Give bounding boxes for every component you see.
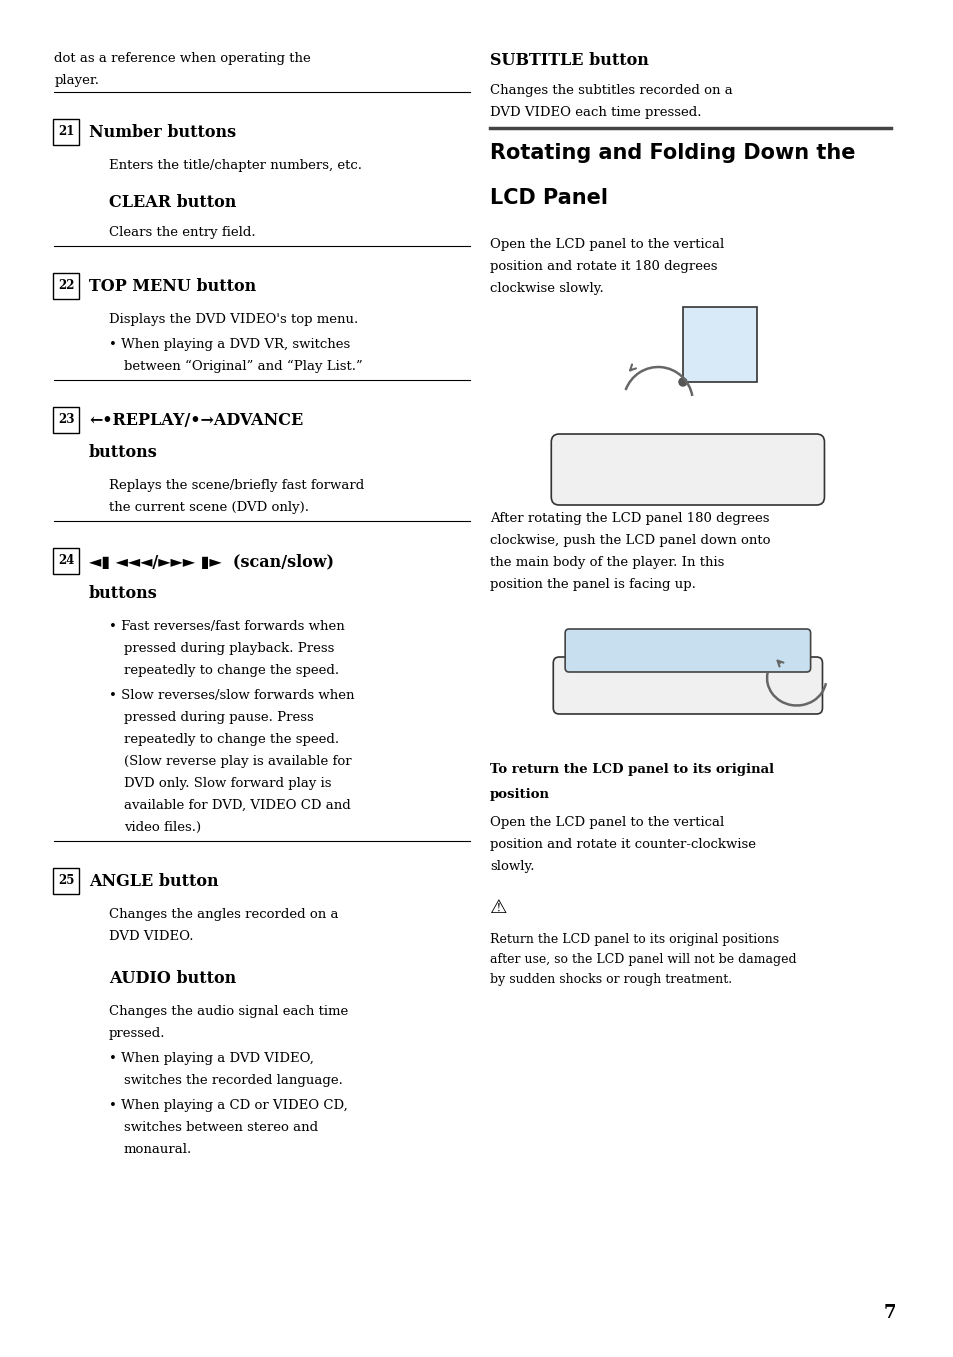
Text: 24: 24 bbox=[58, 555, 74, 567]
Text: buttons: buttons bbox=[89, 585, 157, 603]
Text: DVD VIDEO each time pressed.: DVD VIDEO each time pressed. bbox=[490, 106, 700, 119]
Text: SUBTITLE button: SUBTITLE button bbox=[490, 52, 648, 69]
Polygon shape bbox=[682, 307, 757, 383]
Text: DVD VIDEO.: DVD VIDEO. bbox=[109, 930, 193, 943]
Text: ANGLE button: ANGLE button bbox=[89, 873, 218, 890]
Text: available for DVD, VIDEO CD and: available for DVD, VIDEO CD and bbox=[124, 799, 350, 811]
Text: Clears the entry field.: Clears the entry field. bbox=[109, 227, 255, 239]
Text: • When playing a CD or VIDEO CD,: • When playing a CD or VIDEO CD, bbox=[109, 1099, 347, 1111]
Text: Return the LCD panel to its original positions: Return the LCD panel to its original pos… bbox=[490, 934, 779, 946]
Text: Number buttons: Number buttons bbox=[89, 123, 236, 141]
Text: • Fast reverses/fast forwards when: • Fast reverses/fast forwards when bbox=[109, 620, 344, 632]
Text: Enters the title/chapter numbers, etc.: Enters the title/chapter numbers, etc. bbox=[109, 159, 361, 172]
Text: DVD only. Slow forward play is: DVD only. Slow forward play is bbox=[124, 778, 331, 790]
Text: clockwise slowly.: clockwise slowly. bbox=[490, 282, 603, 294]
Text: • When playing a DVD VR, switches: • When playing a DVD VR, switches bbox=[109, 338, 350, 351]
Text: Open the LCD panel to the vertical: Open the LCD panel to the vertical bbox=[490, 816, 723, 829]
Text: LCD Panel: LCD Panel bbox=[490, 189, 607, 208]
Text: • Slow reverses/slow forwards when: • Slow reverses/slow forwards when bbox=[109, 689, 354, 702]
FancyBboxPatch shape bbox=[53, 407, 79, 433]
Text: ⚠: ⚠ bbox=[490, 898, 507, 917]
Text: slowly.: slowly. bbox=[490, 860, 534, 873]
FancyBboxPatch shape bbox=[53, 119, 79, 145]
Text: repeatedly to change the speed.: repeatedly to change the speed. bbox=[124, 733, 338, 746]
Text: switches between stereo and: switches between stereo and bbox=[124, 1121, 317, 1134]
Text: ◄▮ ◄◄◄/►►► ▮►  (scan/slow): ◄▮ ◄◄◄/►►► ▮► (scan/slow) bbox=[89, 554, 334, 570]
Text: pressed.: pressed. bbox=[109, 1027, 165, 1039]
Text: pressed during playback. Press: pressed during playback. Press bbox=[124, 642, 334, 655]
FancyBboxPatch shape bbox=[564, 630, 810, 672]
Text: Rotating and Folding Down the: Rotating and Folding Down the bbox=[490, 142, 855, 163]
FancyBboxPatch shape bbox=[53, 867, 79, 894]
Text: Displays the DVD VIDEO's top menu.: Displays the DVD VIDEO's top menu. bbox=[109, 313, 357, 326]
Text: pressed during pause. Press: pressed during pause. Press bbox=[124, 711, 314, 725]
Text: AUDIO button: AUDIO button bbox=[109, 970, 236, 987]
FancyBboxPatch shape bbox=[53, 548, 79, 574]
Text: TOP MENU button: TOP MENU button bbox=[89, 278, 256, 294]
Text: position the panel is facing up.: position the panel is facing up. bbox=[490, 578, 695, 592]
Text: 7: 7 bbox=[882, 1304, 895, 1322]
Text: Changes the subtitles recorded on a: Changes the subtitles recorded on a bbox=[490, 84, 732, 96]
Text: Replays the scene/briefly fast forward: Replays the scene/briefly fast forward bbox=[109, 479, 364, 493]
Text: between “Original” and “Play List.”: between “Original” and “Play List.” bbox=[124, 360, 362, 373]
Text: CLEAR button: CLEAR button bbox=[109, 194, 236, 210]
Text: switches the recorded language.: switches the recorded language. bbox=[124, 1073, 342, 1087]
Text: the current scene (DVD only).: the current scene (DVD only). bbox=[109, 501, 309, 514]
Text: 22: 22 bbox=[58, 280, 74, 292]
Text: repeatedly to change the speed.: repeatedly to change the speed. bbox=[124, 664, 338, 677]
Text: Changes the audio signal each time: Changes the audio signal each time bbox=[109, 1006, 348, 1018]
Text: video files.): video files.) bbox=[124, 821, 201, 835]
Text: ←•REPLAY/•→ADVANCE: ←•REPLAY/•→ADVANCE bbox=[89, 413, 303, 429]
Text: 25: 25 bbox=[58, 874, 74, 887]
Text: buttons: buttons bbox=[89, 444, 157, 461]
Text: the main body of the player. In this: the main body of the player. In this bbox=[490, 556, 723, 569]
Circle shape bbox=[679, 379, 686, 385]
Text: position and rotate it counter-clockwise: position and rotate it counter-clockwise bbox=[490, 839, 755, 851]
Text: player.: player. bbox=[54, 75, 99, 87]
Text: (Slow reverse play is available for: (Slow reverse play is available for bbox=[124, 754, 351, 768]
Text: Changes the angles recorded on a: Changes the angles recorded on a bbox=[109, 908, 338, 921]
Text: After rotating the LCD panel 180 degrees: After rotating the LCD panel 180 degrees bbox=[490, 512, 769, 525]
Text: 21: 21 bbox=[58, 125, 74, 138]
Text: clockwise, push the LCD panel down onto: clockwise, push the LCD panel down onto bbox=[490, 535, 770, 547]
Text: position: position bbox=[490, 788, 549, 801]
Text: by sudden shocks or rough treatment.: by sudden shocks or rough treatment. bbox=[490, 973, 731, 987]
FancyBboxPatch shape bbox=[53, 273, 79, 299]
Text: To return the LCD panel to its original: To return the LCD panel to its original bbox=[490, 763, 773, 776]
FancyBboxPatch shape bbox=[553, 657, 821, 714]
Text: • When playing a DVD VIDEO,: • When playing a DVD VIDEO, bbox=[109, 1052, 314, 1065]
Text: 23: 23 bbox=[58, 414, 74, 426]
FancyBboxPatch shape bbox=[551, 434, 823, 505]
Text: monaural.: monaural. bbox=[124, 1143, 192, 1156]
Text: after use, so the LCD panel will not be damaged: after use, so the LCD panel will not be … bbox=[490, 953, 796, 966]
Text: dot as a reference when operating the: dot as a reference when operating the bbox=[54, 52, 311, 65]
Text: position and rotate it 180 degrees: position and rotate it 180 degrees bbox=[490, 261, 717, 273]
Text: Open the LCD panel to the vertical: Open the LCD panel to the vertical bbox=[490, 237, 723, 251]
